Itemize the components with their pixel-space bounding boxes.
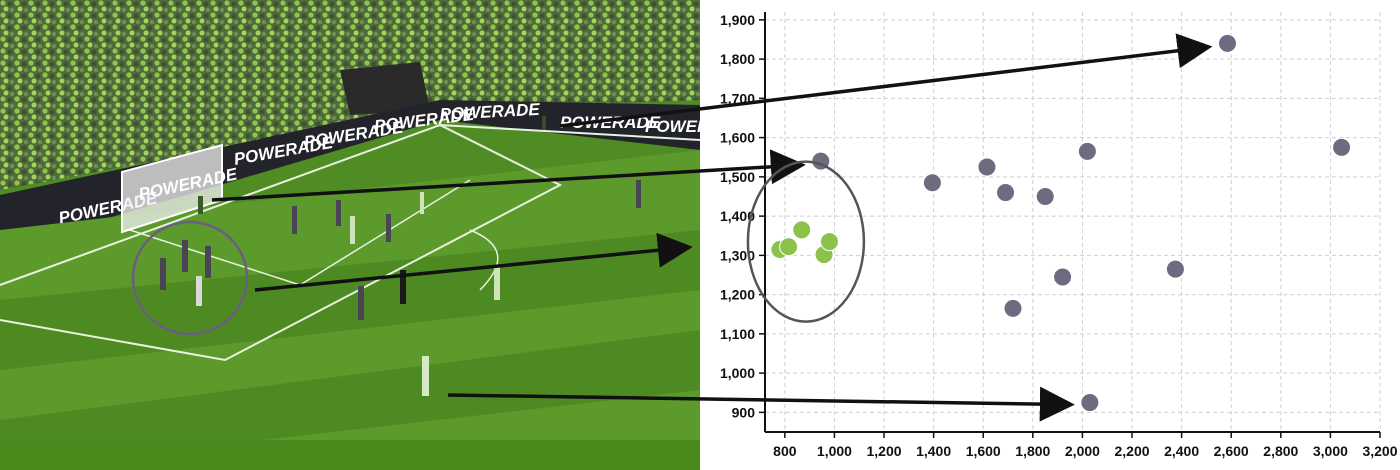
player-box-4 xyxy=(196,276,202,306)
y-tick-label: 1,200 xyxy=(720,287,755,303)
player-right-1 xyxy=(636,180,641,208)
data-point-gray xyxy=(996,183,1016,203)
player-box-2 xyxy=(182,240,188,272)
player-mid-3 xyxy=(350,216,355,244)
x-tick-label: 2,600 xyxy=(1214,443,1249,459)
x-tick-label: 1,600 xyxy=(966,443,1001,459)
data-point-green xyxy=(779,237,799,257)
chart-grid xyxy=(765,12,1381,432)
y-tick-label: 1,900 xyxy=(720,12,755,28)
y-tick-label: 900 xyxy=(732,404,756,420)
y-tick-label: 1,800 xyxy=(720,51,755,67)
x-tick-label: 1,000 xyxy=(817,443,852,459)
x-tick-label: 2,800 xyxy=(1263,443,1298,459)
chart-background xyxy=(700,0,1400,470)
data-point-green xyxy=(814,245,834,265)
data-point-gray xyxy=(811,151,831,171)
y-tick-label: 1,300 xyxy=(720,247,755,263)
chart-axes xyxy=(759,12,1381,438)
x-tick-label: 1,400 xyxy=(916,443,951,459)
player-mid-4 xyxy=(386,214,391,242)
player-mid-1 xyxy=(292,206,297,234)
y-tick-label: 1,700 xyxy=(720,90,755,106)
x-tick-label: 3,000 xyxy=(1313,443,1348,459)
player-low-2 xyxy=(494,266,500,300)
x-tick-label: 3,200 xyxy=(1362,443,1397,459)
player-low-1 xyxy=(358,286,364,320)
data-point-gray xyxy=(1332,137,1352,157)
player-box-1 xyxy=(160,258,166,290)
x-tick-label: 800 xyxy=(773,443,797,459)
chart-points xyxy=(770,33,1352,413)
y-tick-label: 1,400 xyxy=(720,208,755,224)
data-point-gray xyxy=(1217,33,1237,53)
y-tick-label: 1,100 xyxy=(720,326,755,342)
pitch-illustration: POWERADE POWERADE POWERADE POWERADE POWE… xyxy=(0,0,700,470)
x-tick-label: 2,200 xyxy=(1114,443,1149,459)
data-point-gray xyxy=(977,157,997,177)
pitch-bottom xyxy=(0,440,700,470)
player-goalkeeper xyxy=(198,196,203,214)
x-tick-label: 1,800 xyxy=(1015,443,1050,459)
football-photo: POWERADE POWERADE POWERADE POWERADE POWE… xyxy=(0,0,700,470)
player-referee xyxy=(400,270,406,304)
chart-cluster-circle xyxy=(746,160,866,323)
player-mid-2 xyxy=(336,200,341,226)
y-tick-label: 1,600 xyxy=(720,130,755,146)
y-tick-label: 1,500 xyxy=(720,169,755,185)
y-tick-label: 1,000 xyxy=(720,365,755,381)
player-far-right xyxy=(542,116,546,130)
data-point-gray xyxy=(1053,267,1073,287)
data-point-gray xyxy=(1165,259,1185,279)
data-point-green xyxy=(792,220,812,240)
x-tick-label: 2,000 xyxy=(1065,443,1100,459)
data-point-green xyxy=(770,239,790,259)
chart-ticks: 800 1,000 1,200 1,400 1,600 1,800 2,000 2,200 2,… xyxy=(720,12,1398,459)
tunnel xyxy=(340,62,430,115)
data-point-gray xyxy=(1035,186,1055,206)
data-point-gray xyxy=(922,173,942,193)
player-highlight-bottom xyxy=(422,356,429,396)
data-point-gray xyxy=(1080,393,1100,413)
banner-text-7: POWERADE xyxy=(645,117,700,136)
x-tick-label: 2,400 xyxy=(1164,443,1199,459)
data-point-gray xyxy=(1003,298,1023,318)
grass-stripe-2 xyxy=(0,330,700,470)
player-box-3 xyxy=(205,246,211,278)
data-point-green xyxy=(819,232,839,252)
x-tick-label: 1,200 xyxy=(867,443,902,459)
data-point-gray xyxy=(1077,141,1097,161)
player-mid-5 xyxy=(420,192,424,214)
